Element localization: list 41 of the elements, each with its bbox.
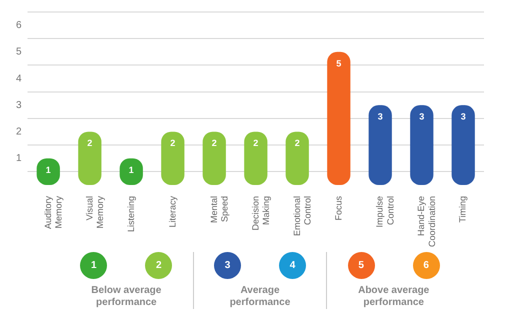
circle-icon: 6 bbox=[412, 252, 440, 279]
circle-icon: 2 bbox=[145, 252, 172, 279]
x-tick-label: Impulse Control bbox=[374, 196, 396, 228]
text: Average performance bbox=[228, 285, 292, 309]
y-tick-label: 4 bbox=[16, 73, 22, 84]
bar bbox=[410, 105, 434, 185]
bar bbox=[368, 105, 392, 185]
bar bbox=[327, 52, 350, 185]
circle-icon: 5 bbox=[348, 252, 375, 279]
x-tick-label: Mental Speed bbox=[208, 196, 230, 223]
text: Above average performance bbox=[357, 285, 430, 309]
data-label: 5 bbox=[336, 58, 342, 68]
y-tick-label: 3 bbox=[16, 100, 22, 111]
data-label: 2 bbox=[212, 138, 217, 148]
data-label: 2 bbox=[294, 138, 300, 148]
data-label: 2 bbox=[87, 138, 92, 148]
text: Below average performance bbox=[90, 285, 162, 309]
circle-icon: 1 bbox=[80, 252, 108, 279]
x-tick-label: Focus bbox=[333, 195, 344, 220]
data-label: 3 bbox=[460, 112, 466, 122]
x-tick-label: Listening bbox=[126, 196, 136, 232]
circle-icon: 4 bbox=[279, 252, 306, 279]
circle-icon: 3 bbox=[214, 252, 241, 279]
data-label: 2 bbox=[170, 138, 176, 148]
data-label: 1 bbox=[128, 164, 134, 175]
y-tick-label: 5 bbox=[16, 46, 22, 58]
x-tick-label: Literacy bbox=[167, 195, 178, 228]
data-label: 3 bbox=[419, 112, 424, 122]
x-tick-label: Visual Memory bbox=[84, 195, 106, 228]
x-tick-label: Hand-Eye Coordination bbox=[416, 196, 438, 248]
data-label: 3 bbox=[378, 112, 383, 122]
data-label: 2 bbox=[253, 138, 258, 148]
x-tick-label: Timing bbox=[458, 196, 468, 223]
x-tick-label: Decision Making bbox=[250, 196, 272, 230]
y-tick-label: 1 bbox=[16, 153, 22, 164]
y-tick-label: 2 bbox=[16, 126, 22, 138]
x-tick-label: Emotional Control bbox=[292, 196, 313, 236]
bar bbox=[452, 105, 475, 185]
data-label: 1 bbox=[46, 164, 51, 175]
x-tick-label: Auditory Memory bbox=[42, 195, 64, 229]
y-tick-label: 6 bbox=[16, 20, 22, 32]
